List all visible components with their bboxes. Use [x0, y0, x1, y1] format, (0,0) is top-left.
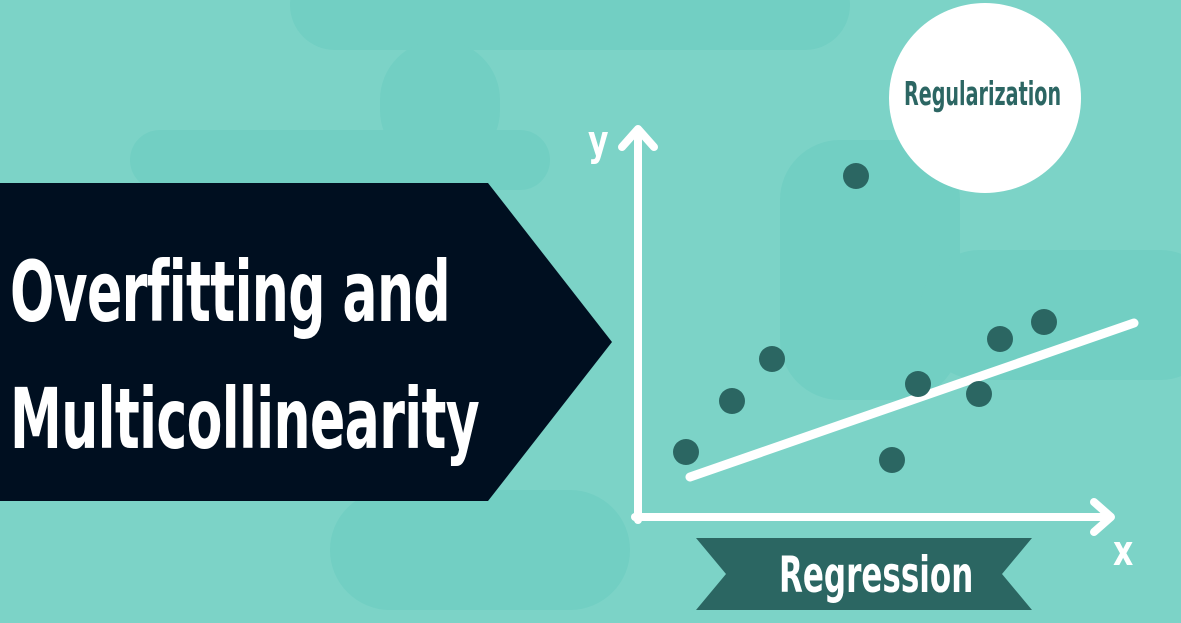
data-point: [879, 447, 905, 473]
background-shape: [290, 0, 850, 50]
data-point: [719, 388, 745, 414]
regression-line: [685, 318, 1139, 482]
data-point: [759, 346, 785, 372]
background-shape: [330, 490, 630, 610]
data-point: [987, 326, 1013, 352]
data-point: [843, 163, 869, 189]
data-point: [905, 371, 931, 397]
background-shape: [130, 130, 550, 190]
regularization-badge: [889, 3, 1081, 193]
title-line-1: Overfitting and: [10, 243, 451, 341]
title-line-2: Multicollinearity: [10, 370, 480, 468]
regression-ribbon: [696, 538, 1032, 610]
background-shape: [780, 140, 960, 400]
title-banner: [0, 183, 612, 501]
y-axis-arrowhead-icon: [618, 125, 658, 151]
x-axis-arrowhead-icon: [1090, 498, 1115, 536]
regularization-label: Regularization: [904, 74, 1062, 113]
data-point: [673, 439, 699, 465]
x-axis-label: x: [1113, 526, 1134, 575]
y-axis-label: y: [588, 116, 609, 165]
data-point: [966, 381, 992, 407]
data-point: [1031, 309, 1057, 335]
regression-label: Regression: [779, 546, 974, 604]
